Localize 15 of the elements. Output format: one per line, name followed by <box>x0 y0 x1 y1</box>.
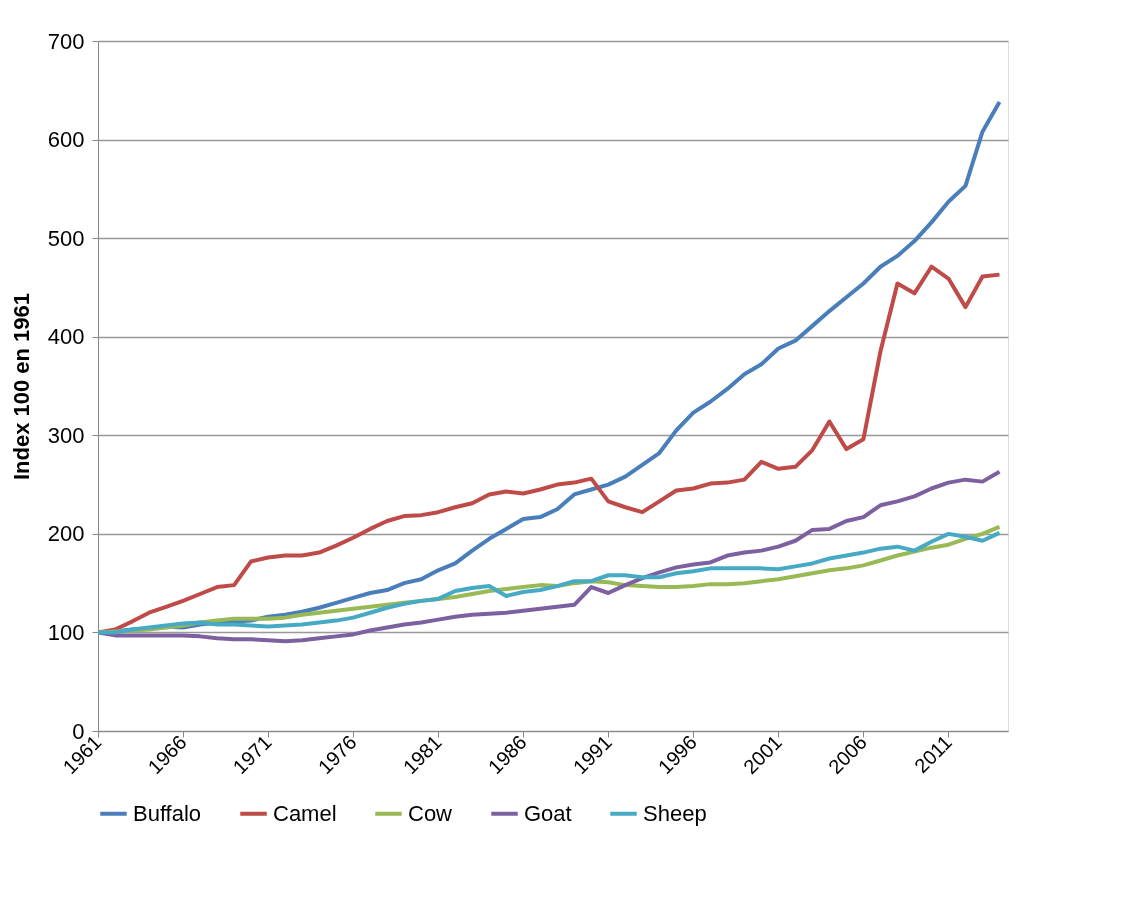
legend-label: Sheep <box>643 800 707 826</box>
y-tick-label: 100 <box>47 619 85 645</box>
y-tick-label: 0 <box>72 718 85 744</box>
y-tick-label: 300 <box>47 422 85 448</box>
y-tick-label: 400 <box>47 324 85 350</box>
line-series <box>98 469 1002 644</box>
legend-label: Goat <box>524 800 572 826</box>
y-tick-label: 700 <box>47 28 85 54</box>
legend-label: Buffalo <box>133 800 202 826</box>
y-tick-label: 600 <box>47 127 85 153</box>
y-axis-title: Index 100 en 1961 <box>8 292 34 481</box>
y-tick-label: 200 <box>47 521 85 547</box>
legend-label: Camel <box>273 800 337 826</box>
y-tick-label: 500 <box>47 225 85 251</box>
legend-label: Cow <box>408 800 453 826</box>
